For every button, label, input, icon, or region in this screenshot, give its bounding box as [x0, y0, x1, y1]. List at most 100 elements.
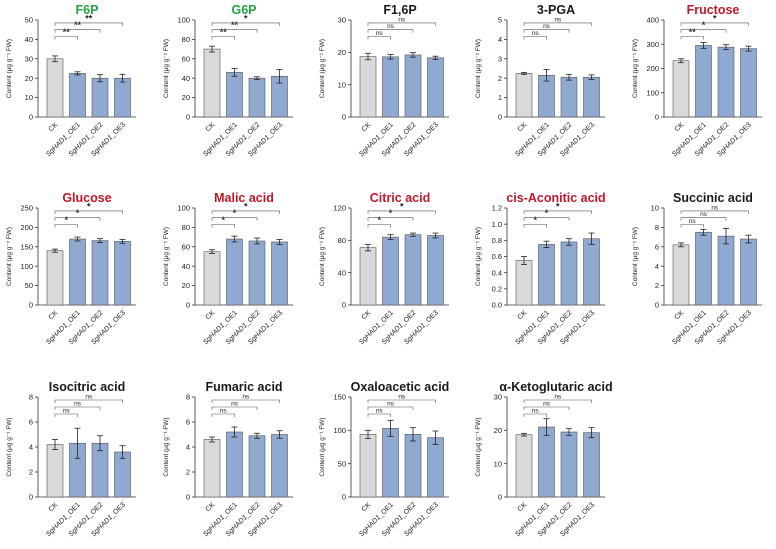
y-axis-label: Content (μg g⁻¹ FW): [475, 39, 482, 98]
chart-panel-9: cis-Aconitic acid 0.0 0.2 0.4 0.6 0.8 1.0 1.2 Co…: [475, 191, 606, 346]
y-tick-label: 5: [498, 16, 502, 25]
y-tick-label: 3: [498, 54, 502, 63]
significance-label: ns: [85, 394, 93, 401]
y-tick-label: 0: [29, 301, 33, 310]
y-tick-label: 20: [338, 48, 346, 57]
y-tick-label: 2: [498, 74, 502, 83]
y-tick-label: 20: [25, 74, 33, 83]
y-tick-label: 120: [333, 204, 346, 213]
significance-label: **: [220, 27, 228, 37]
y-tick-label: 400: [646, 16, 659, 25]
y-tick-label: 50: [25, 16, 33, 25]
significance-label: *: [389, 208, 393, 218]
y-tick-label: 0: [186, 301, 190, 310]
significance-label: **: [689, 27, 697, 37]
y-tick-label: 100: [20, 262, 33, 271]
y-tick-label: 100: [177, 16, 190, 25]
bar-sghad1-oe3: [427, 57, 444, 118]
bar-ck: [203, 439, 221, 498]
significance-label: ns: [63, 408, 71, 415]
significance-label: *: [244, 201, 248, 211]
significance-label: **: [74, 20, 82, 30]
chart-title: F6P: [76, 3, 99, 17]
bar-ck: [359, 434, 377, 498]
y-tick-label: 40: [25, 35, 33, 44]
y-tick-label: 0.4: [492, 268, 502, 277]
bar-sghad1-oe2: [404, 234, 422, 306]
chart-title: G6P: [231, 3, 256, 17]
significance-label: *: [400, 201, 404, 211]
chart-panel-7: Malic acid 0 20 40 60 80 100 Content (μg g⁻¹ FW…: [163, 191, 293, 346]
significance-bracket: [523, 406, 570, 410]
bar-sghad1-oe2: [404, 54, 422, 118]
y-tick-label: 2: [186, 468, 190, 477]
y-tick-label: 20: [182, 281, 190, 290]
significance-label: ns: [231, 401, 239, 408]
bar-sghad1-oe1: [382, 236, 399, 306]
significance-bracket: [367, 217, 414, 221]
y-tick-label: 0.8: [492, 236, 502, 245]
bar-sghad1-oe2: [404, 434, 422, 498]
significance-label: ns: [387, 23, 395, 30]
significance-bracket: [54, 413, 78, 417]
y-axis-label: Content (μg g⁻¹ FW): [319, 39, 326, 98]
y-tick-label: 0: [342, 113, 346, 122]
bar-sghad1-oe2: [560, 76, 578, 118]
x-tick-label: CK: [205, 501, 217, 513]
significance-label: ns: [532, 408, 540, 415]
x-tick-label: CK: [48, 501, 60, 513]
bar-sghad1-oe2: [717, 235, 735, 306]
significance-label: *: [556, 201, 560, 211]
bar-sghad1-oe3: [427, 437, 444, 498]
y-tick-label: 4: [498, 35, 502, 44]
significance-label: ns: [220, 408, 228, 415]
significance-label: *: [702, 20, 706, 30]
y-tick-label: 1.0: [492, 220, 502, 229]
y-tick-label: 10: [494, 459, 502, 468]
significance-bracket: [523, 29, 570, 33]
significance-bracket: [367, 406, 414, 410]
y-tick-label: 40: [182, 262, 190, 271]
chart-panel-10: Succinic acid 0 2 4 6 8 10 Content (μg g⁻¹ FW) C…: [632, 191, 762, 346]
bar-sghad1-oe1: [382, 56, 399, 118]
significance-label: *: [545, 208, 549, 218]
y-tick-label: 40: [182, 74, 190, 83]
y-tick-label: 8: [29, 393, 33, 402]
bar-ck: [515, 73, 533, 118]
chart-title: Glucose: [62, 191, 111, 205]
y-axis-label: Content (μg g⁻¹ FW): [632, 227, 639, 286]
significance-bracket: [54, 217, 101, 221]
significance-bracket: [523, 210, 592, 214]
significance-label: ns: [398, 16, 406, 23]
bar-sghad1-oe1: [382, 428, 399, 498]
y-tick-label: 250: [20, 204, 33, 213]
significance-label: **: [63, 27, 71, 37]
y-axis-label: Content (μg g⁻¹ FW): [632, 39, 639, 98]
y-tick-label: 20: [494, 426, 502, 435]
bar-sghad1-oe2: [91, 240, 109, 306]
x-tick-label: CK: [361, 309, 373, 321]
y-tick-label: 10: [25, 93, 33, 102]
bar-ck: [359, 56, 377, 118]
bar-sghad1-oe1: [226, 238, 243, 306]
x-tick-label: CK: [517, 309, 529, 321]
significance-label: ns: [376, 30, 384, 37]
y-tick-label: 150: [20, 242, 33, 251]
chart-title: Isocitric acid: [49, 380, 125, 394]
bar-sghad1-oe1: [538, 244, 555, 306]
y-tick-label: 20: [182, 93, 190, 102]
y-tick-label: 200: [646, 64, 659, 73]
bar-ck: [46, 250, 64, 306]
significance-bracket: [211, 224, 235, 228]
y-tick-label: 2: [655, 281, 659, 290]
chart-title: Fumaric acid: [205, 380, 282, 394]
y-axis-label: Content (μg g⁻¹ FW): [163, 39, 170, 98]
bar-sghad1-oe2: [248, 77, 266, 118]
y-tick-label: 0: [342, 301, 346, 310]
significance-bracket: [523, 22, 592, 26]
y-tick-label: 100: [333, 426, 346, 435]
